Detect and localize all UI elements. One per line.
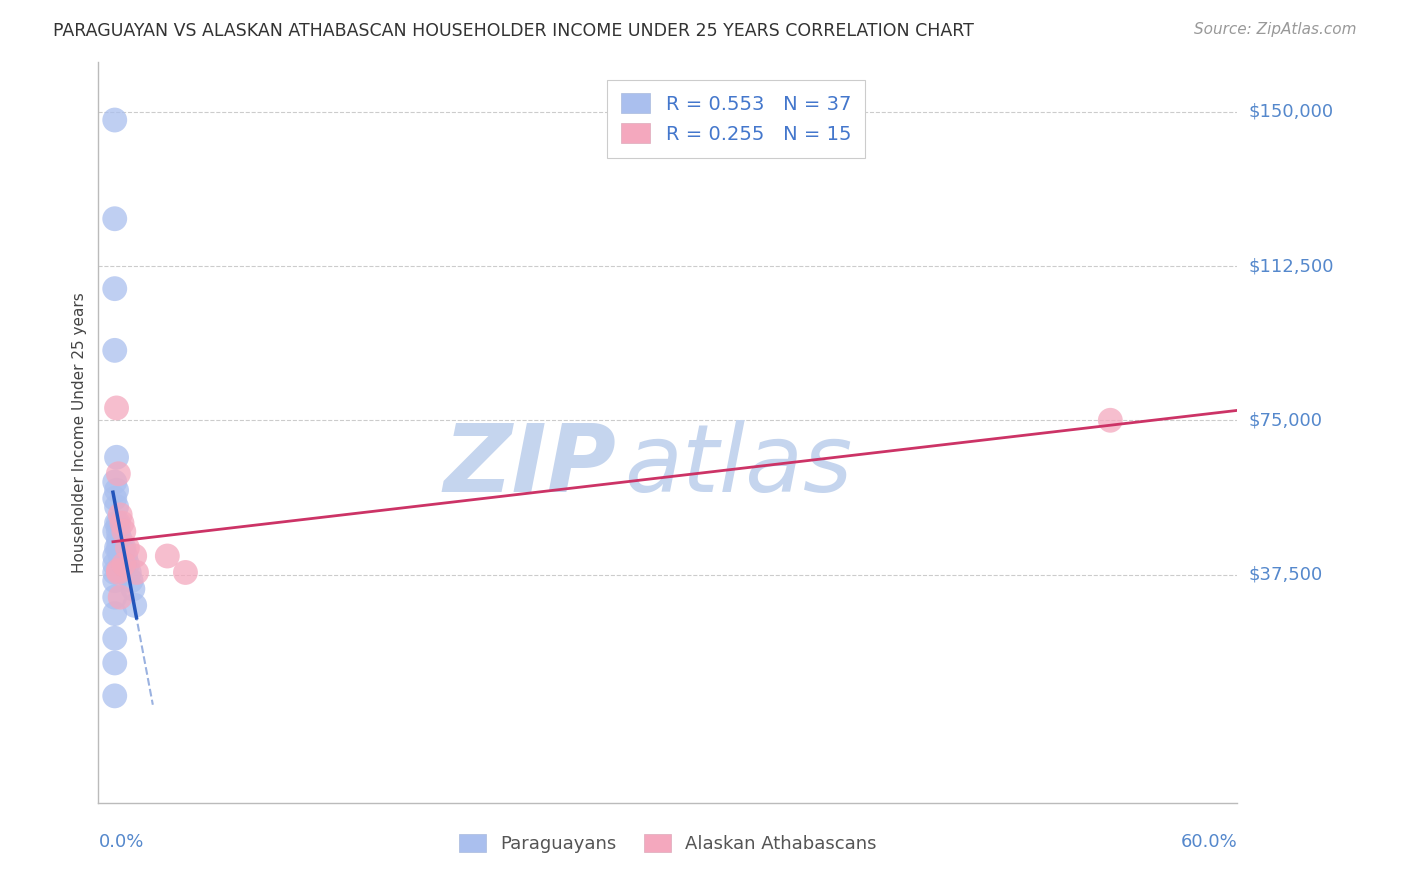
Point [105, 450, 128, 465]
Text: 60.0%: 60.0% [1181, 833, 1237, 851]
Point [112, 558, 135, 572]
Text: $37,500: $37,500 [1249, 566, 1323, 583]
Point [114, 549, 136, 563]
Point [104, 282, 127, 296]
Point [120, 574, 142, 588]
Point [104, 632, 127, 646]
Point [108, 508, 131, 522]
Point [105, 483, 128, 498]
Point [108, 533, 131, 547]
Point [107, 541, 129, 555]
Point [107, 533, 129, 547]
Legend: Paraguayans, Alaskan Athabascans: Paraguayans, Alaskan Athabascans [451, 827, 884, 861]
Point [111, 549, 134, 563]
Point [104, 590, 127, 604]
Point [107, 467, 129, 481]
Text: ZIP: ZIP [444, 420, 617, 512]
Point [104, 607, 127, 621]
Point [108, 590, 131, 604]
Point [156, 549, 179, 563]
Point [104, 113, 127, 128]
Point [108, 541, 131, 555]
Text: PARAGUAYAN VS ALASKAN ATHABASCAN HOUSEHOLDER INCOME UNDER 25 YEARS CORRELATION C: PARAGUAYAN VS ALASKAN ATHABASCAN HOUSEHO… [53, 22, 974, 40]
Text: 0.0%: 0.0% [98, 833, 143, 851]
Point [104, 689, 127, 703]
Point [125, 566, 148, 580]
Text: $150,000: $150,000 [1249, 103, 1333, 120]
Point [112, 524, 135, 539]
Point [104, 211, 127, 226]
Point [105, 541, 128, 555]
Point [105, 401, 128, 415]
Point [104, 566, 127, 580]
Point [104, 549, 127, 563]
Point [124, 599, 146, 613]
Point [124, 549, 146, 563]
Point [104, 524, 127, 539]
Point [107, 566, 129, 580]
Point [104, 343, 127, 358]
Text: $112,500: $112,500 [1249, 257, 1334, 275]
Point [117, 541, 139, 555]
Point [108, 549, 131, 563]
Point [104, 475, 127, 489]
Point [117, 558, 139, 572]
Text: Source: ZipAtlas.com: Source: ZipAtlas.com [1194, 22, 1357, 37]
Point [1099, 413, 1122, 427]
Point [111, 516, 134, 530]
Point [105, 516, 128, 530]
Point [174, 566, 197, 580]
Point [105, 500, 128, 514]
Point [104, 558, 127, 572]
Text: $75,000: $75,000 [1249, 411, 1323, 429]
Point [104, 574, 127, 588]
Point [107, 563, 129, 577]
Point [104, 491, 127, 506]
Point [104, 656, 127, 670]
Point [112, 541, 135, 555]
Text: atlas: atlas [624, 420, 853, 511]
Point [107, 516, 129, 530]
Y-axis label: Householder Income Under 25 years: Householder Income Under 25 years [72, 293, 87, 573]
Point [118, 566, 141, 580]
Point [107, 524, 129, 539]
Point [122, 582, 145, 596]
Point [111, 541, 134, 555]
